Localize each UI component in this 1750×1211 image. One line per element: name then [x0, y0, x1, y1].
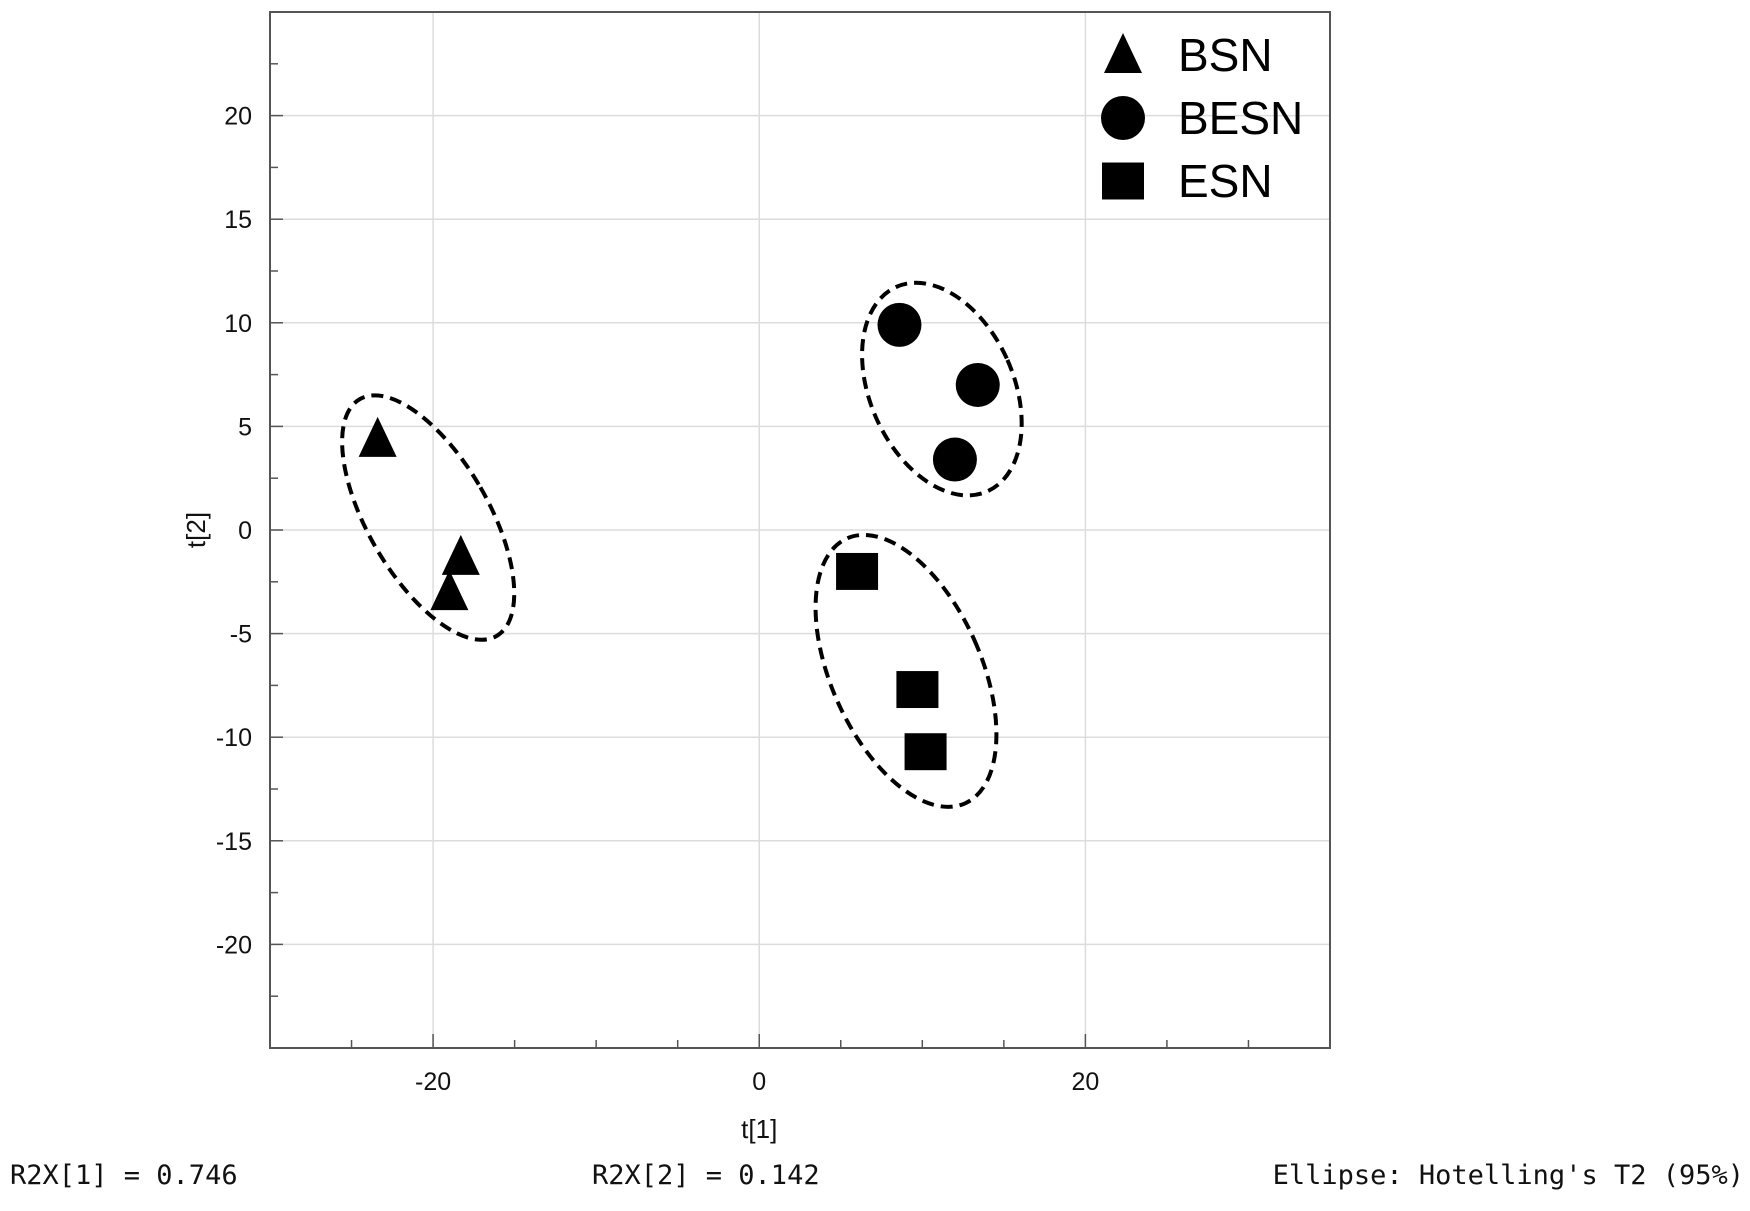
hotelling-ellipse-esn — [813, 532, 999, 809]
y-tick-label: -20 — [216, 931, 252, 959]
legend-label-besn: BESN — [1178, 92, 1303, 144]
y-axis-title: t[2] — [181, 512, 211, 548]
r2x2-readout: R2X[2] = 0.142 — [592, 1160, 820, 1191]
y-tick-label: 0 — [238, 517, 252, 545]
point-bsn — [358, 416, 397, 457]
legend-label-esn: ESN — [1178, 155, 1273, 207]
legend-marker-besn — [1101, 96, 1145, 140]
x-tick-label: 20 — [1071, 1068, 1099, 1096]
legend-marker-esn — [1102, 162, 1144, 200]
y-tick-label: 10 — [224, 310, 252, 338]
legend-marker-bsn — [1104, 33, 1142, 73]
point-besn — [932, 437, 977, 482]
point-besn — [877, 302, 922, 347]
hotelling-ellipse-besn — [860, 280, 1024, 498]
point-besn — [955, 362, 1000, 407]
y-tick-label: -10 — [216, 724, 252, 752]
hotelling-ellipse-bsn — [340, 393, 517, 642]
y-tick-label: -5 — [230, 621, 252, 649]
y-tick-label: 20 — [224, 103, 252, 131]
point-esn — [896, 671, 939, 709]
r2x1-readout: R2X[1] = 0.746 — [10, 1160, 238, 1191]
point-bsn — [430, 570, 469, 611]
ellipse-note: Ellipse: Hotelling's T2 (95%) — [1272, 1160, 1744, 1191]
x-axis-title: t[1] — [741, 1114, 777, 1144]
point-esn — [904, 733, 947, 771]
y-tick-label: 5 — [238, 413, 252, 441]
y-tick-label: 15 — [224, 206, 252, 234]
y-tick-label: -15 — [216, 828, 252, 856]
x-tick-label: 0 — [752, 1068, 766, 1096]
point-bsn — [441, 534, 480, 575]
legend-label-bsn: BSN — [1178, 29, 1273, 81]
point-esn — [836, 552, 879, 590]
x-tick-label: -20 — [415, 1068, 451, 1096]
